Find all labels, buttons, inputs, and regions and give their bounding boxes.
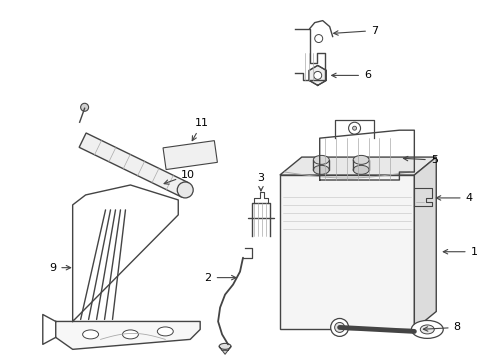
Ellipse shape (410, 320, 442, 338)
Ellipse shape (313, 165, 328, 174)
Polygon shape (279, 157, 435, 175)
Ellipse shape (420, 325, 433, 334)
Text: 1: 1 (442, 247, 477, 257)
Ellipse shape (82, 330, 99, 339)
Circle shape (334, 323, 344, 332)
Text: 10: 10 (164, 170, 195, 184)
Circle shape (81, 103, 88, 111)
Circle shape (314, 35, 322, 42)
Ellipse shape (313, 156, 328, 165)
Ellipse shape (219, 343, 230, 349)
Polygon shape (56, 321, 200, 349)
Ellipse shape (352, 156, 368, 165)
Text: 2: 2 (204, 273, 236, 283)
Polygon shape (219, 346, 230, 354)
Polygon shape (163, 141, 217, 170)
Text: 4: 4 (435, 193, 472, 203)
Circle shape (348, 122, 360, 134)
Polygon shape (308, 66, 325, 85)
Text: 8: 8 (423, 323, 460, 332)
Polygon shape (79, 133, 188, 197)
Text: 6: 6 (331, 71, 370, 80)
Text: 5: 5 (403, 155, 437, 165)
Text: 11: 11 (192, 118, 209, 141)
Circle shape (313, 71, 321, 80)
Circle shape (352, 126, 356, 130)
Polygon shape (413, 157, 435, 329)
Circle shape (330, 319, 348, 336)
Bar (279, 175, 413, 329)
Ellipse shape (122, 330, 138, 339)
Text: 7: 7 (333, 26, 377, 36)
Text: 9: 9 (49, 263, 70, 273)
Ellipse shape (352, 165, 368, 174)
Ellipse shape (157, 327, 173, 336)
Circle shape (177, 182, 193, 198)
Text: 3: 3 (257, 173, 264, 191)
